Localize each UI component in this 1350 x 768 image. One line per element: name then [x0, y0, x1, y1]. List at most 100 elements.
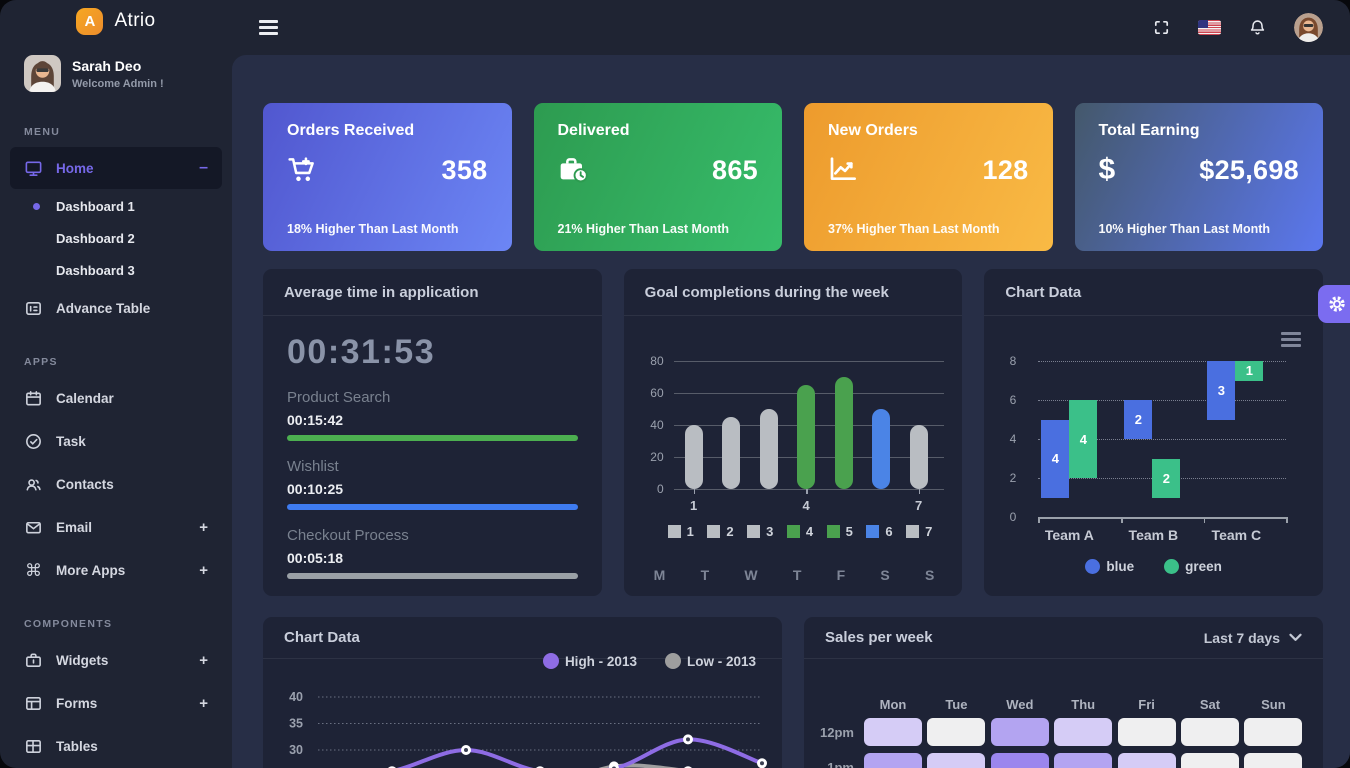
topbar-actions	[1152, 13, 1323, 42]
range-bar-green[interactable]: 4	[1069, 400, 1098, 478]
goal-bar[interactable]	[684, 425, 703, 489]
heatmap-cell[interactable]	[864, 753, 922, 768]
heatmap-column-label: Mon	[879, 697, 907, 712]
stat-card-new-orders[interactable]: New Orders 128 37% Higher Than Last Mont…	[804, 103, 1053, 251]
table-grid-icon	[26, 739, 41, 753]
heatmap-cell[interactable]	[1181, 753, 1239, 768]
sidebar-item-label: Home	[56, 160, 94, 176]
stat-card-delivered[interactable]: Delivered 865 21% Higher Than Last Month	[533, 103, 782, 251]
sidebar-item-dashboard-1[interactable]: Dashboard 1	[0, 190, 232, 222]
range-bar-green[interactable]: 1	[1235, 361, 1264, 381]
legend-swatch	[1164, 559, 1180, 574]
heatmap-cell[interactable]	[1244, 718, 1303, 746]
range-selector-dropdown[interactable]: Last 7 days	[1204, 630, 1302, 646]
legend-item[interactable]: High - 2013	[542, 653, 637, 669]
chart-menu-icon[interactable]	[1280, 332, 1301, 347]
legend-item[interactable]: blue	[1085, 559, 1134, 574]
legend-item[interactable]: 3	[747, 524, 773, 539]
heatmap-cell[interactable]	[1117, 753, 1176, 768]
legend-item[interactable]: green	[1164, 559, 1222, 574]
heatmap-cell[interactable]	[1054, 753, 1113, 768]
stat-card-orders-received[interactable]: Orders Received 358 18% Higher Than Last…	[263, 103, 512, 251]
goal-bar[interactable]	[834, 377, 853, 489]
heatmap-cell[interactable]	[927, 753, 986, 768]
heatmap-column-label: Wed	[1006, 697, 1034, 712]
sidebar-item-dashboard-3[interactable]: Dashboard 3	[0, 254, 232, 286]
goal-bar[interactable]	[797, 385, 816, 489]
stat-title: New Orders	[828, 122, 918, 139]
sidebar-item-home[interactable]: Home –	[10, 147, 222, 189]
people-icon	[26, 478, 41, 491]
sidebar-item-dashboard-2[interactable]: Dashboard 2	[0, 222, 232, 254]
progress-time: 00:15:42	[287, 412, 344, 428]
category-label: Team B	[1128, 527, 1179, 543]
range-bar-blue[interactable]: 3	[1207, 361, 1236, 420]
sidebar-item-email[interactable]: Email +	[10, 506, 222, 548]
range-bar-green[interactable]: 2	[1152, 458, 1181, 498]
sidebar-item-more-apps[interactable]: ⌘ More Apps +	[10, 549, 222, 591]
legend-item[interactable]: 6	[866, 524, 893, 539]
brand[interactable]: A Atrio	[0, 0, 232, 42]
progress-bar	[287, 504, 578, 510]
user-profile[interactable]: Sarah Deo Welcome Admin !	[0, 42, 232, 100]
sales-per-week-card: Sales per week Last 7 days Mon Tue Wed Thu F…	[804, 617, 1323, 768]
settings-fab[interactable]	[1318, 285, 1350, 323]
active-bullet-icon	[33, 202, 40, 210]
goal-bar[interactable]	[722, 417, 741, 489]
legend-item[interactable]: Low - 2013	[664, 653, 756, 669]
heatmap-cell[interactable]	[990, 718, 1049, 746]
heatmap-cell[interactable]	[927, 718, 986, 746]
range-bar-blue[interactable]: 2	[1124, 400, 1153, 439]
heatmap-cell[interactable]	[1181, 718, 1239, 746]
nav-heading-menu: MENU	[24, 126, 61, 138]
sidebar-item-advance-table[interactable]: Advance Table	[10, 287, 222, 329]
sidebar-item-label: More Apps	[56, 562, 126, 578]
stat-note: 18% Higher Than Last Month	[287, 222, 459, 236]
heatmap-cell[interactable]	[1244, 753, 1303, 768]
sidebar-subitem-label: Dashboard 1	[56, 198, 135, 214]
nav-heading-apps: APPS	[24, 356, 58, 368]
x-axis-label: 4	[802, 498, 810, 513]
language-flag-icon[interactable]	[1198, 20, 1221, 35]
notifications-bell-icon[interactable]	[1248, 18, 1267, 38]
heatmap-cell[interactable]	[1117, 718, 1176, 746]
sidebar-item-widgets[interactable]: Widgets +	[10, 639, 222, 681]
y-axis-label: 0	[1009, 510, 1017, 524]
topbar-avatar[interactable]	[1294, 13, 1323, 42]
collapse-minus-icon[interactable]: –	[199, 159, 208, 176]
chevron-down-icon	[1289, 633, 1302, 641]
sidebar-subitem-label: Dashboard 3	[56, 262, 135, 278]
sidebar-item-contacts[interactable]: Contacts	[10, 463, 222, 505]
main-area: Orders Received 358 18% Higher Than Last…	[232, 0, 1350, 768]
goal-bar[interactable]	[909, 425, 928, 489]
y-axis-label: 20	[650, 450, 664, 464]
fullscreen-icon[interactable]	[1152, 18, 1171, 37]
heatmap-cell[interactable]	[990, 753, 1049, 768]
legend-label: 5	[845, 524, 853, 539]
range-bar-blue[interactable]: 4	[1041, 419, 1070, 498]
sidebar-item-tables[interactable]: Tables	[10, 725, 222, 767]
heatmap-cell[interactable]	[864, 718, 922, 746]
sidebar-item-forms[interactable]: Forms +	[10, 682, 222, 724]
heatmap-column-label: Sun	[1261, 697, 1286, 712]
data-point[interactable]	[609, 763, 619, 768]
goal-bar[interactable]	[759, 409, 778, 489]
legend-item[interactable]: 1	[667, 524, 694, 539]
goal-bar[interactable]	[872, 409, 891, 489]
legend-swatch	[786, 525, 800, 538]
legend-item[interactable]: 4	[786, 524, 813, 539]
legend-item[interactable]: 7	[906, 524, 932, 539]
stat-value: 865	[712, 154, 758, 185]
sidebar-item-task[interactable]: Task	[10, 420, 222, 462]
legend-item[interactable]: 2	[707, 524, 734, 539]
heatmap-cell[interactable]	[1054, 718, 1113, 746]
range-selector-value: Last 7 days	[1203, 629, 1280, 646]
legend-item[interactable]: 5	[826, 524, 853, 539]
hamburger-menu-icon[interactable]	[259, 20, 278, 35]
stat-card-total-earning[interactable]: Total Earning $ $25,698 10% Higher Than …	[1074, 103, 1323, 251]
expand-plus-icon[interactable]: +	[199, 694, 208, 712]
expand-plus-icon[interactable]: +	[199, 518, 208, 536]
sidebar-item-calendar[interactable]: Calendar	[10, 377, 222, 419]
expand-plus-icon[interactable]: +	[199, 561, 208, 579]
expand-plus-icon[interactable]: +	[199, 651, 208, 669]
